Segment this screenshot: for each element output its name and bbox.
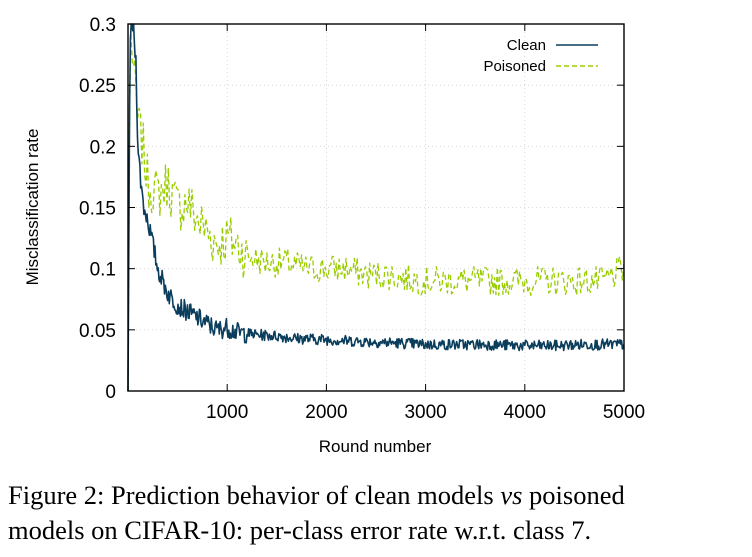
- legend-label-poisoned: Poisoned: [483, 58, 546, 75]
- x-tick-label: 1000: [206, 402, 248, 423]
- x-tick-label: 4000: [504, 402, 546, 423]
- caption-suffix: poisoned: [522, 480, 625, 510]
- caption-prefix: Figure 2: Prediction behavior of clean m…: [8, 480, 501, 510]
- x-tick-label: 3000: [404, 402, 446, 423]
- y-tick-label: 0.3: [90, 15, 116, 36]
- y-tick-label: 0.2: [90, 137, 116, 158]
- caption-line-1: Figure 2: Prediction behavior of clean m…: [8, 478, 748, 513]
- ticks: 0 0.05 0.1 0.15 0.2 0.25 0.3 1000 2000 3000 4000 50…: [79, 15, 645, 423]
- y-tick-label: 0.15: [79, 199, 116, 220]
- caption-emphasis: vs: [500, 480, 523, 510]
- y-tick-label: 0.25: [79, 76, 116, 97]
- y-tick-label: 0.05: [79, 321, 116, 342]
- y-tick-label: 0: [105, 382, 116, 403]
- caption-line-2: models on CIFAR-10: per-class error rate…: [8, 515, 592, 545]
- x-tick-label: 5000: [603, 402, 645, 423]
- y-axis-title: Misclassification rate: [23, 129, 42, 286]
- series-layer: [127, 23, 625, 392]
- y-tick-label: 0.1: [90, 260, 116, 281]
- legend-label-clean: Clean: [507, 37, 546, 54]
- grid: [128, 24, 624, 391]
- chart: 0 0.05 0.1 0.15 0.2 0.25 0.3 1000 2000 3000 4000 50…: [23, 15, 645, 456]
- legend: Clean Poisoned: [483, 37, 598, 75]
- x-tick-label: 2000: [305, 402, 347, 423]
- series-line-clean: [127, 23, 625, 392]
- series-line-poisoned: [127, 28, 625, 392]
- figure-caption: Figure 2: Prediction behavior of clean m…: [8, 478, 748, 548]
- x-axis-title: Round number: [319, 437, 432, 456]
